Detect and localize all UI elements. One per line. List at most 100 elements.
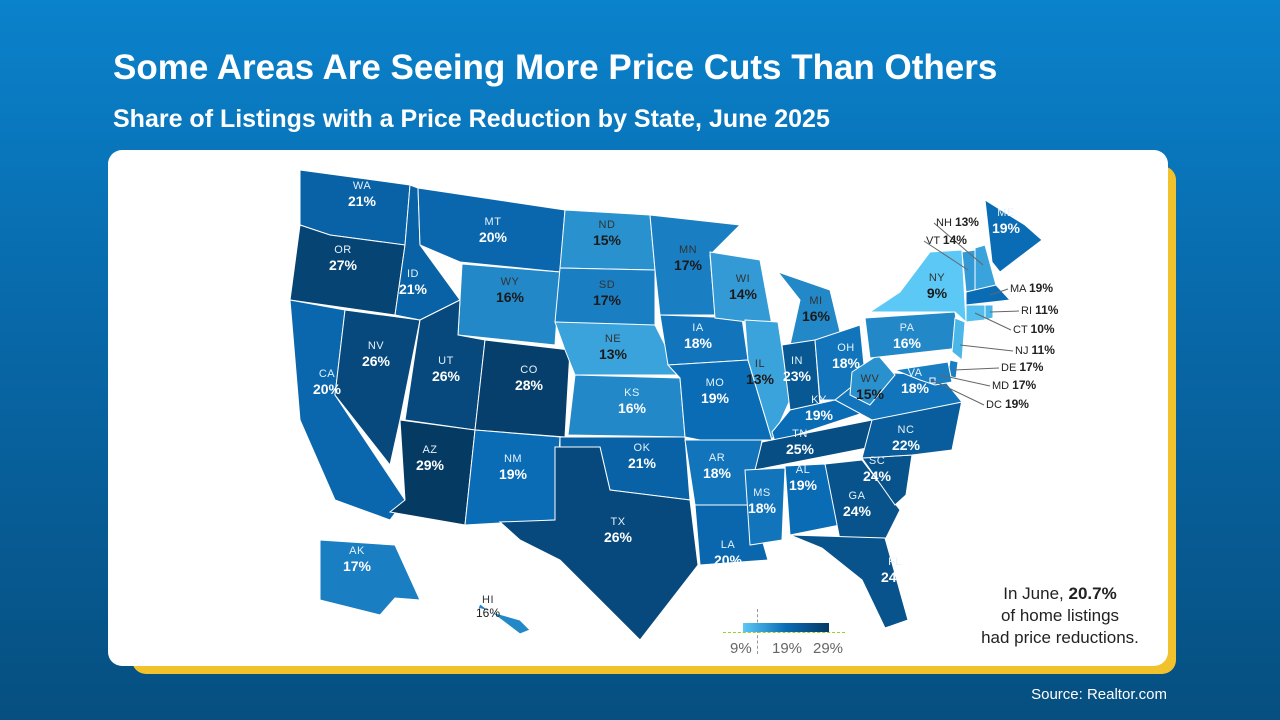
state-value: 29%	[415, 456, 445, 473]
state-label-nd: ND 15%	[593, 219, 621, 248]
state-label-hi: HI 16%	[476, 594, 500, 620]
state-ny	[868, 249, 967, 324]
state-label-ny: NY 9%	[927, 272, 947, 301]
state-code: MA	[1010, 283, 1026, 295]
state-value: 17%	[592, 291, 622, 308]
state-value: 11%	[1035, 303, 1059, 317]
state-label-id: ID 21%	[399, 268, 427, 297]
state-code: SC	[868, 455, 886, 467]
state-code: DC	[986, 399, 1002, 411]
state-code: MI	[809, 295, 823, 307]
source-note: Source: Realtor.com	[1031, 686, 1167, 703]
leader-line-ri	[989, 310, 1020, 313]
state-code: AL	[795, 464, 811, 476]
state-code: IA	[692, 322, 704, 334]
state-code: WA	[352, 180, 372, 192]
state-code: OK	[633, 442, 651, 454]
state-code: TX	[610, 516, 626, 528]
state-label-ms: MS 18%	[748, 487, 776, 516]
state-code: WI	[735, 273, 751, 285]
state-value: 14%	[728, 285, 758, 302]
legend-baseline	[723, 632, 845, 633]
state-value: 17%	[1012, 378, 1037, 392]
state-code: NV	[367, 340, 385, 352]
state-value: 11%	[1031, 343, 1055, 357]
state-code: OH	[837, 342, 855, 354]
leader-line-md	[939, 374, 991, 387]
state-label-nc: NC 22%	[892, 424, 920, 453]
state-label-ri: RI 11%	[1021, 303, 1058, 317]
state-value: 20%	[478, 228, 508, 245]
legend-max-label: 29%	[813, 640, 844, 657]
state-value: 19%	[991, 219, 1021, 236]
state-label-nj: NJ 11%	[1015, 343, 1055, 357]
state-label-me: ME 19%	[992, 207, 1020, 236]
state-value: 20%	[312, 380, 342, 397]
state-value: 19%	[498, 465, 528, 482]
state-value: 26%	[603, 528, 633, 545]
state-label-ga: GA 24%	[843, 490, 871, 519]
state-value: 16%	[495, 288, 525, 305]
state-value: 13%	[954, 215, 979, 229]
state-value: 16%	[475, 605, 501, 620]
leader-line-ma	[989, 288, 1009, 296]
state-label-wy: WY 16%	[496, 276, 524, 305]
state-label-tx: TX 26%	[604, 516, 632, 545]
state-label-co: CO 28%	[515, 364, 543, 393]
state-code: WV	[860, 373, 880, 385]
state-ms	[744, 467, 786, 546]
state-code: KY	[811, 394, 827, 406]
state-label-wa: WA 21%	[348, 180, 376, 209]
state-value: 18%	[702, 464, 732, 481]
state-label-or: OR 27%	[329, 244, 357, 273]
state-hi	[474, 599, 531, 635]
state-me	[984, 199, 1043, 273]
callout-line2: of home listings	[1000, 605, 1120, 625]
state-code: NJ	[1015, 345, 1029, 357]
state-label-sc: SC 24%	[863, 455, 891, 484]
state-code: WY	[500, 276, 520, 288]
state-label-ok: OK 21%	[628, 442, 656, 471]
state-code: MO	[705, 377, 725, 389]
state-nv	[334, 309, 421, 467]
state-label-nm: NM 19%	[499, 453, 527, 482]
state-code: RI	[1021, 305, 1032, 317]
page-title: Some Areas Are Seeing More Price Cuts Th…	[113, 48, 998, 87]
state-value: 14%	[942, 233, 967, 247]
state-nj	[951, 317, 966, 361]
state-code: SD	[598, 279, 616, 291]
state-value: 13%	[598, 345, 628, 362]
state-code: NH	[936, 217, 952, 229]
page-subtitle: Share of Listings with a Price Reduction…	[113, 105, 830, 133]
state-ak	[319, 539, 421, 616]
legend-mid-label: 19%	[772, 640, 803, 657]
state-value: 20%	[713, 551, 743, 568]
state-code: CT	[1013, 324, 1028, 336]
legend-color-scale	[743, 623, 829, 632]
state-label-ct: CT 10%	[1013, 322, 1055, 336]
state-code: AK	[349, 545, 365, 557]
state-code: MD	[992, 380, 1010, 392]
state-code: LA	[720, 539, 736, 551]
state-tx	[498, 446, 699, 641]
state-label-ne: NE 13%	[599, 333, 627, 362]
state-value: 22%	[891, 436, 921, 453]
state-value: 18%	[831, 354, 861, 371]
state-label-sd: SD 17%	[593, 279, 621, 308]
state-value: 25%	[785, 440, 815, 457]
leader-line-nh	[933, 222, 984, 266]
state-value: 27%	[328, 256, 358, 273]
state-code: OR	[334, 244, 352, 256]
state-label-ia: IA 18%	[684, 322, 712, 351]
state-label-de: DE 17%	[1001, 360, 1043, 374]
state-label-mn: MN 17%	[674, 244, 702, 273]
state-il	[744, 319, 791, 442]
state-code: IN	[791, 355, 803, 367]
legend-min-label: 9%	[730, 640, 752, 657]
state-value: 19%	[788, 476, 818, 493]
state-value: 19%	[804, 406, 834, 423]
state-label-mt: MT 20%	[479, 216, 507, 245]
state-value: 17%	[673, 256, 703, 273]
state-code: CO	[520, 364, 538, 376]
state-value: 19%	[1028, 281, 1053, 295]
